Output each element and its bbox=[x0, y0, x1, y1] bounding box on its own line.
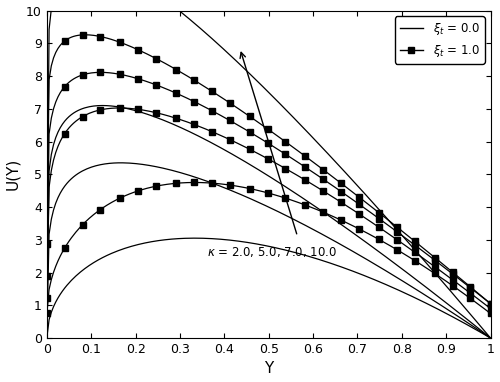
X-axis label: Y: Y bbox=[264, 361, 274, 376]
Legend: $\xi_t$ = 0.0, $\xi_t$ = 1.0: $\xi_t$ = 0.0, $\xi_t$ = 1.0 bbox=[395, 16, 484, 64]
Text: $\kappa$ = 2.0, 5.0, 7.0, 10.0: $\kappa$ = 2.0, 5.0, 7.0, 10.0 bbox=[206, 245, 336, 259]
Y-axis label: U(Y): U(Y) bbox=[6, 158, 20, 190]
